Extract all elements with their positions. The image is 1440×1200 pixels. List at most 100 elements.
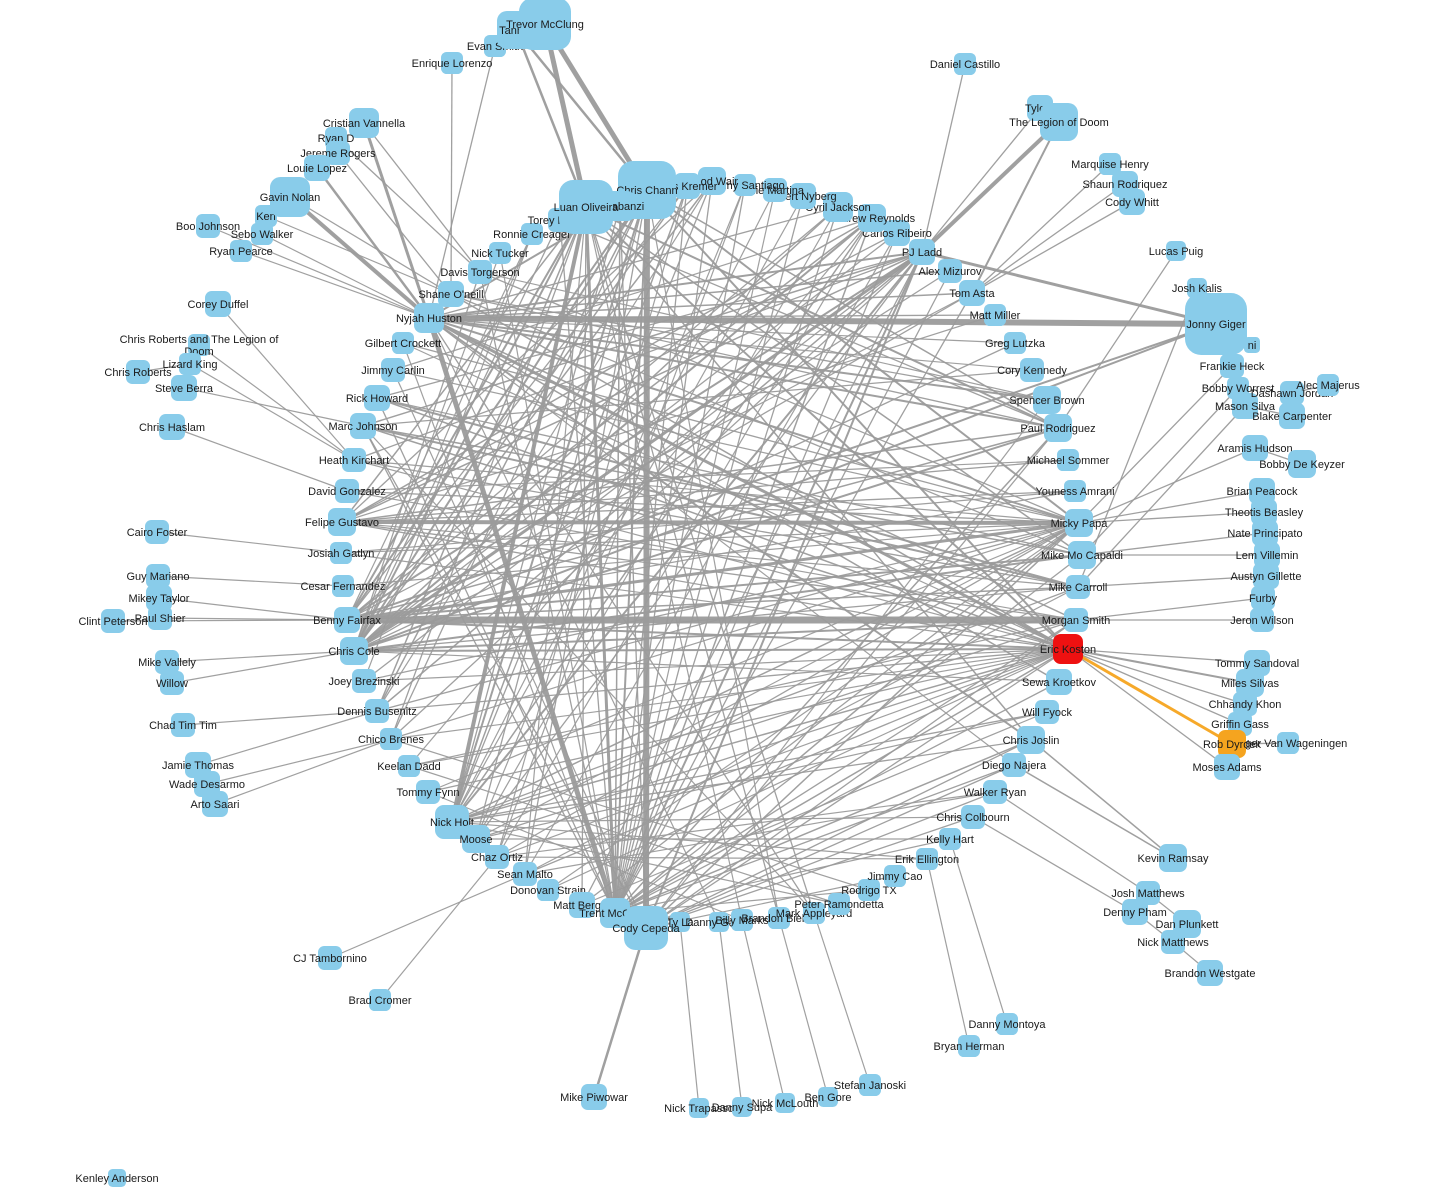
graph-node[interactable] xyxy=(179,353,201,375)
graph-node[interactable] xyxy=(1044,414,1072,442)
graph-node[interactable] xyxy=(1279,403,1305,429)
graph-node[interactable] xyxy=(1249,478,1275,504)
graph-node[interactable] xyxy=(365,699,389,723)
graph-node[interactable] xyxy=(1220,354,1244,378)
graph-node[interactable] xyxy=(790,183,816,209)
graph-node[interactable] xyxy=(1057,449,1079,471)
graph-node[interactable] xyxy=(858,879,880,901)
graph-node[interactable] xyxy=(171,375,197,401)
graph-node[interactable] xyxy=(342,448,366,472)
graph-node[interactable] xyxy=(332,575,354,597)
graph-node[interactable] xyxy=(521,223,543,245)
graph-node[interactable] xyxy=(196,214,220,238)
graph-node[interactable] xyxy=(398,755,420,777)
graph-node[interactable] xyxy=(624,906,668,950)
graph-node[interactable] xyxy=(318,946,342,970)
graph-node[interactable] xyxy=(194,771,220,797)
graph-node[interactable] xyxy=(1020,358,1044,382)
graph-node[interactable] xyxy=(381,358,405,382)
graph-node[interactable] xyxy=(1250,608,1274,632)
graph-node[interactable] xyxy=(1122,899,1148,925)
graph-node[interactable] xyxy=(438,281,464,307)
graph-node[interactable] xyxy=(559,180,613,234)
graph-node[interactable] xyxy=(884,865,906,887)
graph-node[interactable] xyxy=(126,360,150,384)
graph-node[interactable] xyxy=(513,862,537,886)
graph-node[interactable] xyxy=(1035,700,1059,724)
graph-node[interactable] xyxy=(537,879,559,901)
graph-node[interactable] xyxy=(818,1087,838,1107)
graph-node[interactable] xyxy=(101,609,125,633)
graph-node[interactable] xyxy=(768,907,790,929)
graph-node[interactable] xyxy=(202,791,228,817)
graph-node[interactable] xyxy=(326,141,350,165)
graph-node[interactable] xyxy=(1099,153,1121,175)
graph-node[interactable] xyxy=(1046,669,1072,695)
graph-node[interactable] xyxy=(334,607,360,633)
graph-node[interactable] xyxy=(1053,634,1083,664)
graph-node[interactable] xyxy=(1136,881,1160,905)
graph-node[interactable] xyxy=(670,912,690,932)
graph-node[interactable] xyxy=(961,805,985,829)
graph-node[interactable] xyxy=(159,414,185,440)
graph-node[interactable] xyxy=(939,828,961,850)
graph-node[interactable] xyxy=(1017,726,1045,754)
graph-node[interactable] xyxy=(205,291,231,317)
graph-node[interactable] xyxy=(1253,563,1279,589)
graph-node[interactable] xyxy=(489,242,511,264)
graph-node[interactable] xyxy=(468,260,492,284)
graph-node[interactable] xyxy=(600,898,630,928)
graph-node[interactable] xyxy=(958,1035,980,1057)
graph-node[interactable] xyxy=(1159,844,1187,872)
graph-node[interactable] xyxy=(380,728,402,750)
graph-node[interactable] xyxy=(304,155,330,181)
graph-node[interactable] xyxy=(251,223,273,245)
graph-node[interactable] xyxy=(188,334,210,356)
graph-node[interactable] xyxy=(160,671,184,695)
graph-node[interactable] xyxy=(414,303,444,333)
graph-node[interactable] xyxy=(230,240,252,262)
graph-node[interactable] xyxy=(959,280,985,306)
graph-node[interactable] xyxy=(763,178,787,202)
graph-node[interactable] xyxy=(1064,608,1088,632)
graph-node[interactable] xyxy=(349,108,379,138)
graph-node[interactable] xyxy=(148,606,172,630)
graph-node[interactable] xyxy=(171,713,195,737)
graph-node[interactable] xyxy=(416,780,440,804)
graph-node[interactable] xyxy=(1197,960,1223,986)
graph-node[interactable] xyxy=(155,650,179,674)
graph-node[interactable] xyxy=(581,1084,607,1110)
graph-node[interactable] xyxy=(1244,337,1260,353)
graph-node[interactable] xyxy=(1254,542,1280,568)
graph-node[interactable] xyxy=(674,173,700,199)
graph-node[interactable] xyxy=(1033,386,1061,414)
graph-node[interactable] xyxy=(108,1169,126,1187)
graph-node[interactable] xyxy=(1065,509,1093,537)
graph-node[interactable] xyxy=(146,564,170,588)
graph-node[interactable] xyxy=(145,520,169,544)
graph-node[interactable] xyxy=(884,220,910,246)
graph-node[interactable] xyxy=(734,174,756,196)
graph-node[interactable] xyxy=(709,912,729,932)
graph-node[interactable] xyxy=(569,892,595,918)
graph-node[interactable] xyxy=(1277,732,1299,754)
graph-node[interactable] xyxy=(392,332,414,354)
graph-node[interactable] xyxy=(954,53,976,75)
graph-node[interactable] xyxy=(916,848,938,870)
graph-node[interactable] xyxy=(1040,103,1078,141)
graph-node[interactable] xyxy=(1161,930,1185,954)
graph-node[interactable] xyxy=(1288,450,1316,478)
graph-node[interactable] xyxy=(1004,332,1026,354)
graph-node[interactable] xyxy=(775,1093,795,1113)
graph-node[interactable] xyxy=(1185,293,1247,355)
graph-node[interactable] xyxy=(1166,241,1186,261)
graph-node[interactable] xyxy=(803,902,825,924)
graph-node[interactable] xyxy=(983,780,1007,804)
graph-node[interactable] xyxy=(1214,754,1240,780)
graph-node[interactable] xyxy=(519,0,571,50)
graph-node[interactable] xyxy=(1066,575,1090,599)
graph-node[interactable] xyxy=(1251,499,1277,525)
graph-node[interactable] xyxy=(1232,393,1258,419)
graph-node[interactable] xyxy=(1280,381,1304,405)
graph-node[interactable] xyxy=(328,508,356,536)
